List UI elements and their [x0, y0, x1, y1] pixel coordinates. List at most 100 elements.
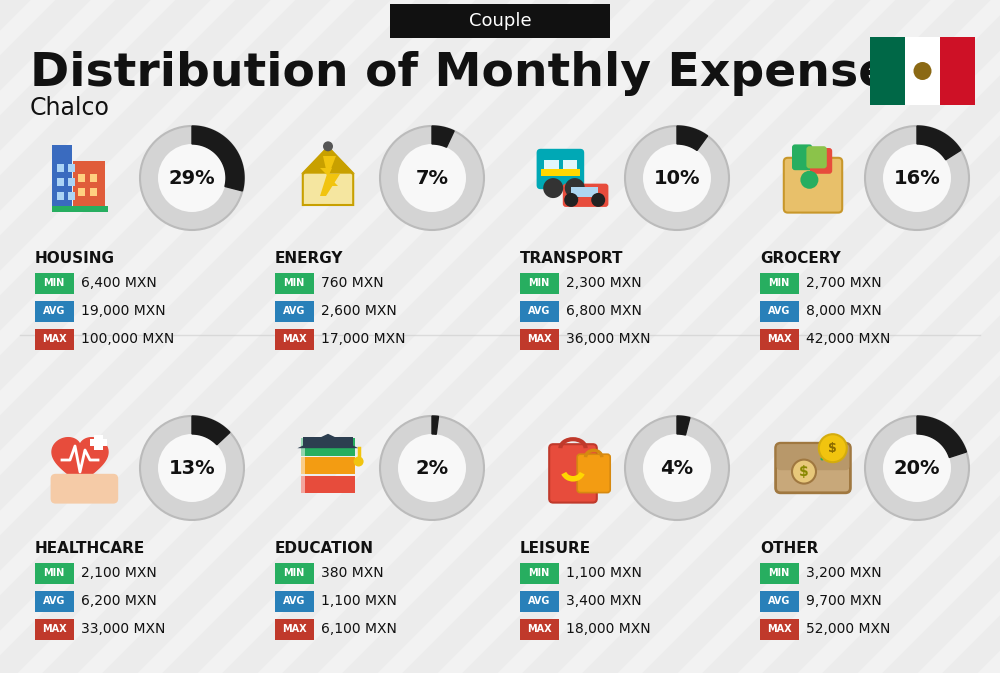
- FancyBboxPatch shape: [810, 148, 832, 174]
- Text: 7%: 7%: [416, 168, 448, 188]
- Text: 6,200 MXN: 6,200 MXN: [81, 594, 157, 608]
- FancyBboxPatch shape: [34, 328, 74, 349]
- FancyBboxPatch shape: [806, 146, 827, 168]
- Polygon shape: [303, 147, 353, 205]
- Text: MIN: MIN: [768, 568, 790, 578]
- Text: 13%: 13%: [169, 458, 215, 478]
- FancyBboxPatch shape: [784, 157, 842, 213]
- Polygon shape: [301, 145, 355, 174]
- Text: 6,400 MXN: 6,400 MXN: [81, 276, 157, 290]
- Text: MAX: MAX: [282, 334, 306, 344]
- Circle shape: [643, 434, 711, 502]
- Circle shape: [625, 416, 729, 520]
- Text: 760 MXN: 760 MXN: [321, 276, 384, 290]
- Text: HEALTHCARE: HEALTHCARE: [35, 541, 145, 556]
- Text: MIN: MIN: [528, 568, 550, 578]
- FancyBboxPatch shape: [57, 164, 64, 172]
- Circle shape: [625, 126, 729, 230]
- Polygon shape: [297, 434, 359, 448]
- FancyBboxPatch shape: [777, 444, 849, 470]
- Text: AVG: AVG: [43, 596, 65, 606]
- Text: 16%: 16%: [894, 168, 940, 188]
- FancyBboxPatch shape: [390, 4, 610, 38]
- Text: AVG: AVG: [43, 306, 65, 316]
- Text: AVG: AVG: [283, 306, 305, 316]
- Text: 20%: 20%: [894, 458, 940, 478]
- FancyBboxPatch shape: [760, 618, 798, 639]
- FancyBboxPatch shape: [520, 328, 558, 349]
- Text: 18,000 MXN: 18,000 MXN: [566, 622, 651, 636]
- Text: $: $: [828, 441, 837, 455]
- FancyBboxPatch shape: [301, 439, 305, 456]
- FancyBboxPatch shape: [303, 437, 353, 448]
- FancyBboxPatch shape: [274, 590, 314, 612]
- Polygon shape: [192, 416, 230, 445]
- Text: MAX: MAX: [282, 624, 306, 634]
- Polygon shape: [677, 416, 690, 435]
- FancyBboxPatch shape: [760, 590, 798, 612]
- Circle shape: [865, 126, 969, 230]
- FancyBboxPatch shape: [68, 192, 75, 200]
- FancyBboxPatch shape: [905, 37, 940, 105]
- Text: EDUCATION: EDUCATION: [275, 541, 374, 556]
- FancyBboxPatch shape: [301, 457, 355, 474]
- Text: TRANSPORT: TRANSPORT: [520, 251, 624, 266]
- Text: $: $: [799, 464, 809, 479]
- FancyBboxPatch shape: [301, 439, 355, 456]
- FancyBboxPatch shape: [870, 37, 905, 105]
- FancyBboxPatch shape: [549, 444, 597, 503]
- Circle shape: [800, 171, 818, 189]
- Circle shape: [565, 178, 585, 198]
- Polygon shape: [432, 126, 454, 147]
- Text: Distribution of Monthly Expenses: Distribution of Monthly Expenses: [30, 50, 918, 96]
- FancyBboxPatch shape: [94, 435, 103, 450]
- Text: AVG: AVG: [528, 596, 550, 606]
- FancyBboxPatch shape: [34, 273, 74, 293]
- Text: 2,700 MXN: 2,700 MXN: [806, 276, 882, 290]
- FancyBboxPatch shape: [520, 273, 558, 293]
- Polygon shape: [917, 126, 961, 160]
- FancyBboxPatch shape: [563, 184, 608, 207]
- Circle shape: [883, 434, 951, 502]
- Text: MIN: MIN: [43, 568, 65, 578]
- Text: MIN: MIN: [43, 278, 65, 288]
- FancyBboxPatch shape: [34, 618, 74, 639]
- Text: GROCERY: GROCERY: [760, 251, 841, 266]
- Circle shape: [914, 62, 932, 80]
- Text: MAX: MAX: [42, 334, 66, 344]
- FancyBboxPatch shape: [90, 439, 107, 446]
- FancyBboxPatch shape: [940, 37, 975, 105]
- FancyBboxPatch shape: [544, 160, 559, 172]
- Circle shape: [398, 144, 466, 212]
- Polygon shape: [320, 156, 340, 196]
- Text: MAX: MAX: [527, 334, 551, 344]
- FancyBboxPatch shape: [537, 149, 584, 189]
- Text: 2,100 MXN: 2,100 MXN: [81, 566, 157, 580]
- Circle shape: [543, 178, 563, 198]
- Circle shape: [323, 141, 333, 151]
- Text: OTHER: OTHER: [760, 541, 818, 556]
- Text: 1,100 MXN: 1,100 MXN: [321, 594, 397, 608]
- FancyBboxPatch shape: [68, 164, 75, 172]
- Text: MIN: MIN: [283, 278, 305, 288]
- Circle shape: [354, 456, 364, 466]
- FancyBboxPatch shape: [571, 186, 598, 197]
- Text: 17,000 MXN: 17,000 MXN: [321, 332, 406, 346]
- FancyBboxPatch shape: [78, 174, 85, 182]
- FancyBboxPatch shape: [51, 474, 118, 503]
- Circle shape: [591, 193, 605, 207]
- Text: 3,200 MXN: 3,200 MXN: [806, 566, 882, 580]
- Polygon shape: [432, 416, 439, 434]
- Polygon shape: [320, 168, 338, 186]
- Text: MIN: MIN: [283, 568, 305, 578]
- Text: MAX: MAX: [42, 624, 66, 634]
- Circle shape: [380, 126, 484, 230]
- FancyBboxPatch shape: [274, 301, 314, 322]
- FancyBboxPatch shape: [760, 273, 798, 293]
- Circle shape: [819, 434, 847, 462]
- Text: 42,000 MXN: 42,000 MXN: [806, 332, 890, 346]
- Text: 36,000 MXN: 36,000 MXN: [566, 332, 650, 346]
- Circle shape: [883, 144, 951, 212]
- Text: 380 MXN: 380 MXN: [321, 566, 384, 580]
- Text: 19,000 MXN: 19,000 MXN: [81, 304, 166, 318]
